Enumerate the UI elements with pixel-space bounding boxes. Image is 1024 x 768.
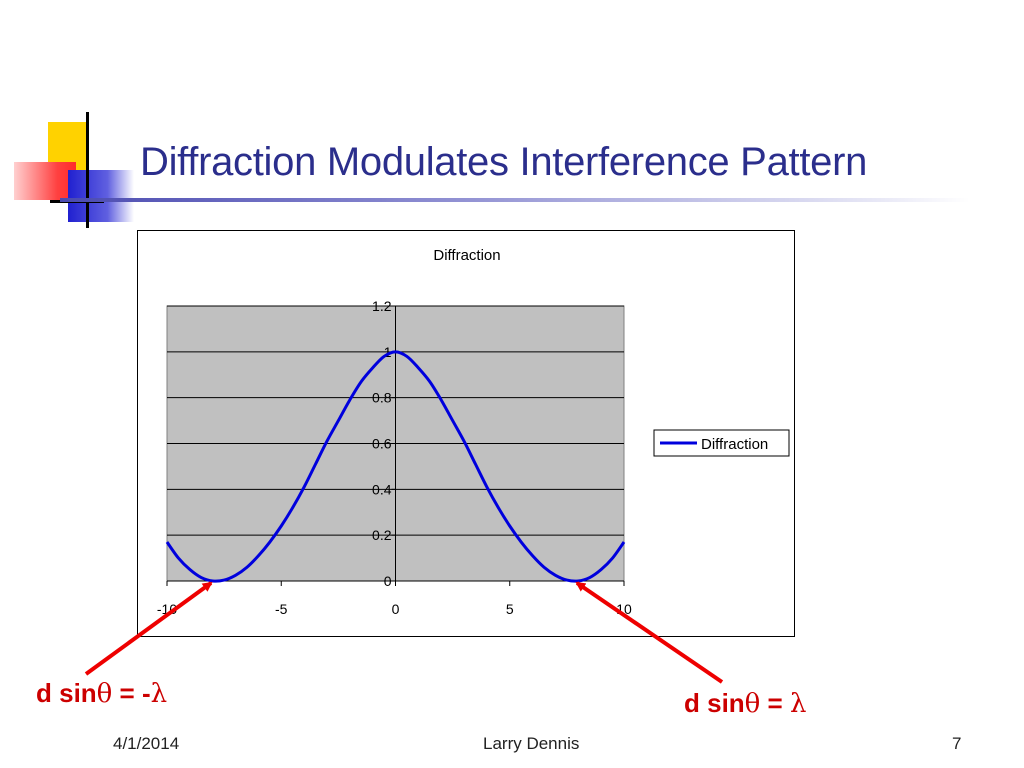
right-label-lambda: λ <box>789 689 807 719</box>
y-tick-label: 0.4 <box>372 481 392 497</box>
series-line-diffraction <box>165 350 626 583</box>
x-tick-label: 10 <box>616 601 632 617</box>
y-tick-label: 0 <box>384 573 392 589</box>
y-tick-label: 1.2 <box>372 298 392 314</box>
legend: Diffraction <box>653 429 790 457</box>
y-tick-label: 0.2 <box>372 527 392 543</box>
footer-author: Larry Dennis <box>483 734 580 753</box>
y-tick-label: 1 <box>384 344 392 360</box>
title-underline <box>60 198 970 202</box>
x-tick-label: 0 <box>392 601 400 617</box>
left-label-lambda: λ <box>150 679 168 709</box>
chart-container: Diffraction 0 0.2 0.4 0.6 0.8 1 1.2 -10 -5 0 5 10 … <box>137 230 795 637</box>
left-label-prefix: d sin <box>36 678 97 708</box>
right-label-theta: θ <box>744 689 761 719</box>
x-axis-ticks: -10 -5 0 5 10 <box>157 581 632 617</box>
footer-date: 4/1/2014 <box>113 734 180 753</box>
y-tick-label: 0.6 <box>372 436 392 452</box>
left-label-eq: = - <box>112 678 151 708</box>
deco-blue-square <box>68 170 134 222</box>
right-label-prefix: d sin <box>684 688 745 718</box>
x-tick-label: -10 <box>157 601 177 617</box>
right-label-eq: = <box>760 688 790 718</box>
diffraction-chart: Diffraction 00.20.40.60.811.2 -10 -5 0 5 10 … <box>157 247 790 617</box>
footer-page-number: 7 <box>952 734 962 753</box>
x-tick-label: 5 <box>506 601 514 617</box>
y-axis-ticks: 0 0.2 0.4 0.6 0.8 1 1.2 <box>372 298 396 589</box>
deco-red-square <box>14 162 76 200</box>
y-tick-label: 0.8 <box>372 390 392 406</box>
left-label-theta: θ <box>96 679 113 709</box>
left-minimum-label: d sinθ = -λ <box>36 678 167 709</box>
deco-vertical-line <box>86 112 89 228</box>
chart-title: Diffraction <box>433 247 500 264</box>
slide-title: Diffraction Modulates Interference Patte… <box>140 140 868 184</box>
legend-label: Diffraction <box>701 436 768 453</box>
right-minimum-label: d sinθ = λ <box>684 688 806 719</box>
x-tick-label: -5 <box>275 601 288 617</box>
series-layer <box>165 350 626 583</box>
